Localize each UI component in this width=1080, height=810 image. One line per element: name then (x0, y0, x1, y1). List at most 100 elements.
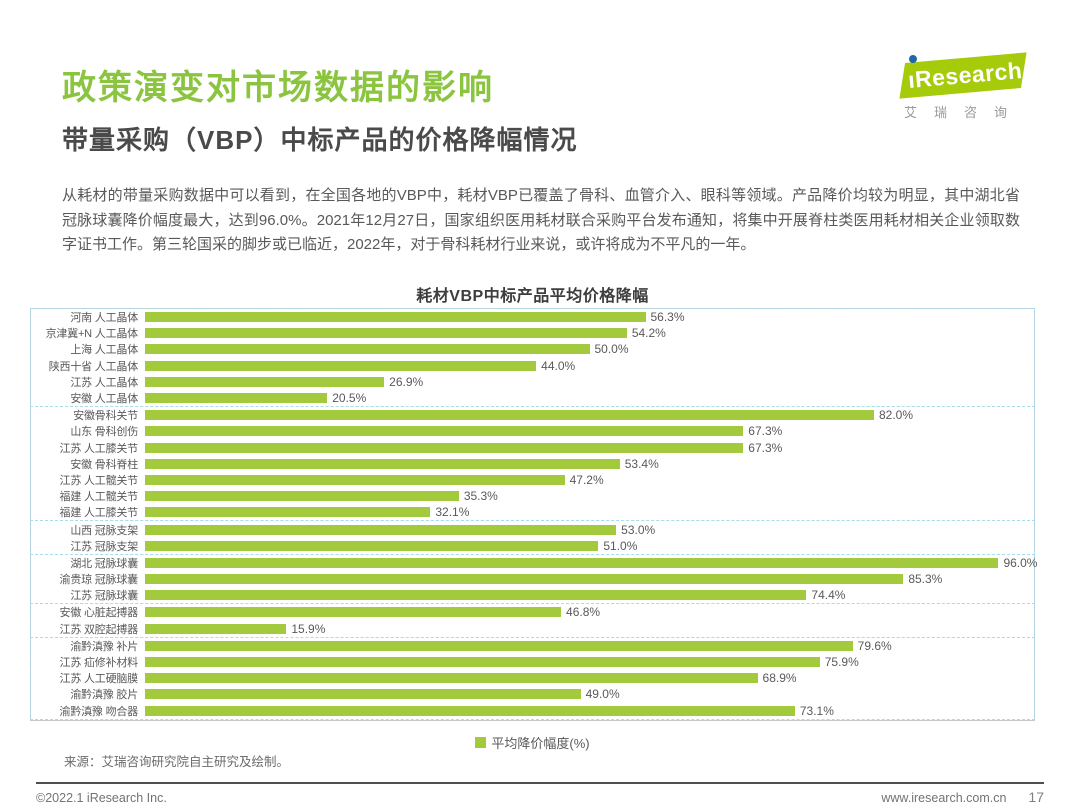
bar (145, 393, 328, 404)
bar (145, 657, 820, 668)
chart-row: 江苏 人工膝关节 67.3% (31, 440, 1034, 456)
bar (145, 376, 385, 387)
intro-paragraph: 从耗材的带量采购数据中可以看到，在全国各地的VBP中，耗材VBP已覆盖了骨科、血… (62, 187, 1020, 253)
bar-track: 46.8% (145, 605, 1034, 619)
bar-track: 79.6% (145, 639, 1034, 653)
chart-row: 安徽 骨科脊柱 53.4% (31, 456, 1034, 472)
bar-value-label: 54.2% (631, 326, 666, 341)
bar-value-label: 73.1% (799, 703, 834, 718)
chart-row: 安徽 人工晶体 20.5% (31, 390, 1034, 406)
bar (145, 689, 581, 700)
bar-value-label: 74.4% (811, 588, 846, 603)
footer-website-link[interactable]: www.iresearch.com.cn (881, 791, 1007, 805)
bar (145, 344, 590, 355)
footer-divider (36, 782, 1044, 784)
chart-row: 上海 人工晶体 50.0% (31, 341, 1034, 357)
bar-value-label: 35.3% (463, 489, 498, 504)
bar (145, 328, 627, 339)
bar-value-label: 32.1% (435, 505, 470, 520)
bar (145, 574, 904, 585)
bar-category-label: 陕西十省 人工晶体 (48, 360, 138, 373)
bar-track: 20.5% (145, 391, 1034, 405)
bar-value-label: 20.5% (332, 391, 367, 406)
footer: ©2022.1 iResearch Inc. www.iresearch.com… (36, 789, 1044, 805)
chart-row: 湖北 冠脉球囊 96.0% (31, 555, 1038, 571)
bar-category-label: 安徽 人工晶体 (70, 393, 138, 406)
chart-row: 京津冀+N 人工晶体 54.2% (31, 325, 1034, 341)
bar-value-label: 96.0% (1003, 555, 1038, 570)
bar-category-label: 山东 骨科创伤 (70, 426, 138, 439)
chart-row: 江苏 人工晶体 26.9% (31, 374, 1034, 390)
bar (145, 673, 758, 684)
bar-category-label: 京津冀+N 人工晶体 (45, 328, 139, 341)
bar-chart: 河南 人工晶体 56.3% 京津冀+N 人工晶体 54.2% 上海 人工晶体 50.0% 陕… (30, 308, 1038, 721)
bar (145, 474, 565, 485)
page-subtitle: 带量采购（VBP）中标产品的价格降幅情况 (62, 125, 578, 155)
bar-value-label: 75.9% (824, 655, 859, 670)
bar-track: 74.4% (145, 588, 1034, 602)
bar-track: 54.2% (145, 326, 1034, 340)
page-title: 政策演变对市场数据的影响 (62, 69, 494, 107)
chart-group: 渝黔滇豫 补片 79.6% 江苏 疝修补材料 75.9% 江苏 人工硬脑膜 68.9% 渝黔… (30, 636, 1035, 720)
bar-track: 50.0% (145, 342, 1034, 356)
bar-category-label: 渝黔滇豫 吻合器 (59, 705, 139, 718)
chart-row: 福建 人工膝关节 32.1% (31, 504, 1034, 520)
bar-track: 53.4% (145, 457, 1034, 471)
bar-value-label: 79.6% (857, 638, 892, 653)
chart-row: 福建 人工髋关节 35.3% (31, 488, 1034, 504)
bar-value-label: 26.9% (389, 374, 424, 389)
bar-value-label: 67.3% (748, 440, 783, 455)
bar-track: 68.9% (145, 671, 1034, 685)
bar-track: 73.1% (145, 704, 1034, 718)
bar (145, 640, 853, 651)
bar-track: 49.0% (145, 687, 1034, 701)
bar-value-label: 85.3% (908, 572, 943, 587)
chart-row: 江苏 人工髋关节 47.2% (31, 472, 1034, 488)
bar-category-label: 福建 人工膝关节 (59, 507, 139, 520)
bar (145, 410, 874, 421)
bar-category-label: 渝贵琼 冠脉球囊 (59, 574, 139, 587)
chart-row: 陕西十省 人工晶体 44.0% (31, 358, 1034, 374)
chart-row: 山东 骨科创伤 67.3% (31, 423, 1034, 439)
bar-track: 47.2% (145, 473, 1034, 487)
source-note: 来源：艾瑞咨询研究院自主研究及绘制。 (64, 755, 290, 769)
chart-row: 江苏 双腔起搏器 15.9% (31, 621, 1034, 637)
logo-caption: 艾瑞咨询 (904, 105, 1025, 120)
chart-row: 渝贵琼 冠脉球囊 85.3% (31, 571, 1034, 587)
bar-category-label: 渝黔滇豫 胶片 (70, 689, 138, 702)
bar (145, 360, 537, 371)
iresearch-logo: ıResearch 艾瑞咨询 (886, 52, 1056, 126)
chart-group: 河南 人工晶体 56.3% 京津冀+N 人工晶体 54.2% 上海 人工晶体 50.0% 陕… (30, 308, 1035, 408)
chart-row: 江苏 疝修补材料 75.9% (31, 654, 1034, 670)
bar-track: 53.0% (145, 523, 1034, 537)
bar (145, 540, 599, 551)
legend-swatch-icon (475, 737, 487, 748)
bar-value-label: 56.3% (650, 310, 685, 325)
bar-category-label: 安徽 骨科脊柱 (70, 458, 138, 471)
bar-track: 56.3% (145, 310, 1034, 324)
chart-group: 湖北 冠脉球囊 96.0% 渝贵琼 冠脉球囊 85.3% 江苏 冠脉球囊 74.4% (30, 553, 1038, 605)
bar (145, 607, 562, 618)
chart-title: 耗材VBP中标产品平均价格降幅 (416, 288, 649, 305)
chart-row: 安徽 心脏起搏器 46.8% (31, 604, 1034, 620)
bar-category-label: 安徽 心脏起搏器 (59, 607, 139, 620)
bar-category-label: 江苏 人工晶体 (70, 376, 138, 389)
bar-value-label: 50.0% (594, 342, 629, 357)
bar-value-label: 15.9% (291, 621, 326, 636)
chart-row: 渝黔滇豫 补片 79.6% (31, 638, 1034, 654)
bar-category-label: 江苏 人工硬脑膜 (59, 673, 139, 686)
bar-track: 44.0% (145, 359, 1034, 373)
bar-value-label: 82.0% (878, 408, 913, 423)
bar (145, 507, 431, 518)
bar-value-label: 53.0% (621, 522, 656, 537)
bar-track: 75.9% (145, 655, 1034, 669)
bar-track: 96.0% (145, 555, 1038, 570)
bar-category-label: 江苏 冠脉支架 (70, 540, 138, 553)
bar-value-label: 68.9% (762, 671, 797, 686)
bar-track: 67.3% (145, 424, 1034, 438)
chart-row: 江苏 冠脉支架 51.0% (31, 538, 1034, 554)
chart-row: 安徽骨科关节 82.0% (31, 407, 1034, 423)
chart-group: 山西 冠脉支架 53.0% 江苏 冠脉支架 51.0% (30, 520, 1035, 555)
bar-track: 67.3% (145, 441, 1034, 455)
bar (145, 590, 807, 601)
